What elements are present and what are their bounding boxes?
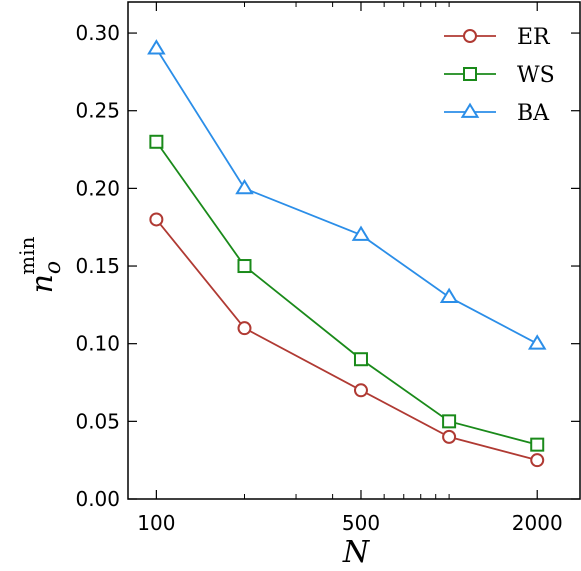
series-ws	[149, 134, 545, 452]
y-tick-label: 0.15	[75, 254, 120, 278]
y-tick-label: 0.30	[75, 21, 120, 45]
legend-label-ws: WS	[517, 63, 555, 88]
legend-item-ba: BA	[444, 101, 550, 126]
data-point-er	[149, 212, 164, 227]
data-point-ba	[235, 178, 254, 195]
data-point-ba	[527, 334, 547, 350]
series-er	[149, 212, 545, 468]
y-axis-ticks: 0.00 0.05 0.10 0.15 0.20 0.25 0.30	[75, 21, 580, 511]
y-axis-label: nomin	[15, 236, 66, 293]
y-axis-label-superscript: min	[15, 236, 39, 274]
data-point-ba	[147, 39, 166, 55]
svg-text:nomin: nomin	[15, 236, 66, 293]
data-point-ws	[353, 352, 368, 367]
legend-marker-ba	[460, 102, 480, 118]
data-point-ws	[530, 437, 545, 452]
data-point-ws	[237, 259, 252, 274]
legend-label-ba: BA	[517, 101, 550, 126]
legend: ER WS BA	[444, 25, 555, 126]
legend-marker-ws	[463, 67, 477, 81]
y-axis-label-base: n	[25, 274, 60, 293]
y-tick-label: 0.05	[75, 409, 120, 433]
data-point-ws	[149, 134, 164, 149]
data-point-ba	[439, 287, 459, 303]
series-line-ws	[155, 141, 538, 446]
data-point-er	[353, 383, 368, 398]
x-tick-label: 100	[137, 511, 175, 535]
plot-area	[127, 1, 581, 500]
series-ba	[147, 39, 547, 350]
data-point-er	[237, 321, 252, 336]
legend-item-er: ER	[444, 25, 551, 50]
series-line-ba	[155, 48, 538, 345]
series-layer	[147, 39, 547, 468]
x-axis-label: N	[342, 535, 371, 570]
data-point-er	[530, 453, 545, 468]
legend-marker-er	[463, 29, 477, 43]
y-tick-label: 0.25	[75, 99, 120, 123]
y-axis-label-subscript: o	[41, 261, 66, 274]
x-axis-ticks: 100 500 2000	[137, 2, 563, 535]
data-point-ba	[351, 225, 371, 241]
x-tick-label: 500	[342, 511, 380, 535]
series-line-er	[155, 218, 538, 462]
legend-item-ws: WS	[444, 63, 555, 88]
plot-frame	[127, 1, 581, 500]
data-point-er	[442, 429, 457, 444]
y-tick-label: 0.20	[75, 176, 120, 200]
data-point-ws	[442, 414, 457, 429]
y-tick-label: 0.00	[75, 487, 120, 511]
x-tick-label: 2000	[512, 511, 563, 535]
y-tick-label: 0.10	[75, 332, 120, 356]
legend-label-er: ER	[517, 25, 551, 50]
